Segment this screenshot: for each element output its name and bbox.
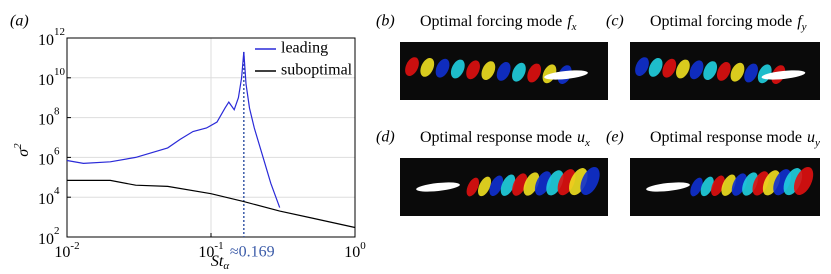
mode-lobe	[527, 63, 542, 83]
text-part: 10	[38, 71, 54, 88]
mode-lobe	[466, 60, 480, 80]
mode-lobe	[496, 61, 511, 81]
y-axis-label: σ2	[12, 143, 32, 157]
text-part: y	[814, 137, 820, 149]
mode-lobe	[635, 57, 649, 77]
mode-lobe	[450, 59, 465, 79]
text-part: Optimal forcing mode	[420, 13, 562, 30]
mode-lobe	[512, 62, 526, 82]
panel-title: Optimal forcing mode fy	[650, 13, 807, 33]
mode-lobe	[481, 61, 496, 81]
y-tick-label: 102	[38, 225, 60, 248]
mode-lobe	[580, 166, 600, 196]
panel-label: (d)	[376, 129, 395, 146]
mode-lobe	[648, 57, 663, 77]
text-part: 10	[54, 244, 70, 261]
panel-label: (a)	[10, 13, 29, 30]
mode-lobe	[793, 166, 814, 196]
y-tick-label: 108	[38, 105, 60, 128]
mode-lobe	[489, 175, 504, 197]
text-part: -2	[70, 240, 79, 252]
text-part: St	[211, 253, 224, 270]
series-line	[67, 179, 356, 229]
text-part: 10	[38, 111, 54, 128]
text-part: 10	[38, 151, 54, 168]
panel-label: (b)	[376, 13, 395, 30]
text-part: 10	[54, 65, 66, 77]
marker-label: ≈0.169	[230, 244, 275, 261]
text-part: 2	[12, 143, 24, 149]
text-part: -1	[214, 240, 223, 252]
airfoil	[416, 182, 460, 192]
x-tick-label: 10-2	[54, 240, 79, 261]
text-part: α	[223, 260, 229, 272]
mode-lobe	[744, 63, 758, 83]
text-part: u	[807, 129, 815, 146]
mode-lobe	[512, 173, 528, 196]
text-part: 6	[54, 145, 60, 157]
airfoil	[761, 70, 806, 80]
mode-lobe	[711, 175, 725, 197]
y-tick-label: 106	[38, 145, 60, 168]
text-part: 10	[38, 32, 54, 49]
legend-label: suboptimal	[281, 62, 353, 79]
plot-frame	[66, 37, 356, 238]
text-part: x	[571, 21, 577, 33]
text-part: 8	[54, 105, 60, 117]
text-part: Optimal response mode	[650, 129, 802, 146]
text-part: 10	[344, 244, 360, 261]
mode-lobe	[730, 62, 745, 82]
mode-lobe	[689, 60, 704, 80]
mode-lobe	[500, 174, 516, 196]
series-line	[66, 51, 281, 208]
text-part: 0	[360, 240, 366, 252]
text-part: 4	[54, 185, 60, 197]
text-part: x	[584, 137, 590, 149]
text-part: u	[577, 129, 585, 146]
text-part: 2	[54, 225, 60, 237]
panel-label: (e)	[606, 129, 624, 146]
text-part: σ	[15, 148, 32, 157]
text-part: 10	[198, 244, 214, 261]
y-tick-label: 1010	[38, 65, 66, 88]
panel-title: Optimal response mode ux	[420, 129, 590, 149]
mode-lobe	[420, 57, 435, 77]
text-part: 10	[38, 231, 54, 248]
airfoil	[544, 70, 588, 80]
mode-lobe	[466, 177, 479, 197]
text-part: 10	[38, 191, 54, 208]
airfoil	[646, 182, 690, 192]
panel-title: Optimal forcing mode fx	[420, 13, 577, 33]
text-part: f	[567, 13, 574, 30]
text-part: Optimal forcing mode	[650, 13, 792, 30]
text-part: f	[797, 13, 804, 30]
mode-lobe	[662, 58, 677, 78]
mode-lobe	[700, 176, 714, 197]
x-tick-label: 10-1	[198, 240, 223, 261]
y-tick-label: 1012	[38, 26, 65, 49]
mode-lobe	[435, 58, 450, 78]
mode-lobe	[690, 177, 703, 197]
mode-lobe	[703, 61, 718, 81]
panel-title: Optimal response mode uy	[650, 129, 820, 149]
mode-lobe	[716, 61, 731, 81]
mode-lobe	[405, 57, 419, 77]
text-part: Optimal response mode	[420, 129, 572, 146]
text-part: y	[801, 21, 807, 33]
mode-lobe	[676, 59, 690, 79]
text-part: 12	[54, 26, 65, 38]
mode-lobe	[477, 176, 492, 197]
legend-label: leading	[281, 40, 328, 57]
panel-label: (c)	[606, 13, 624, 30]
x-axis-label: Stα	[211, 253, 229, 272]
y-tick-label: 104	[38, 185, 60, 208]
x-tick-label: 100	[344, 240, 366, 261]
